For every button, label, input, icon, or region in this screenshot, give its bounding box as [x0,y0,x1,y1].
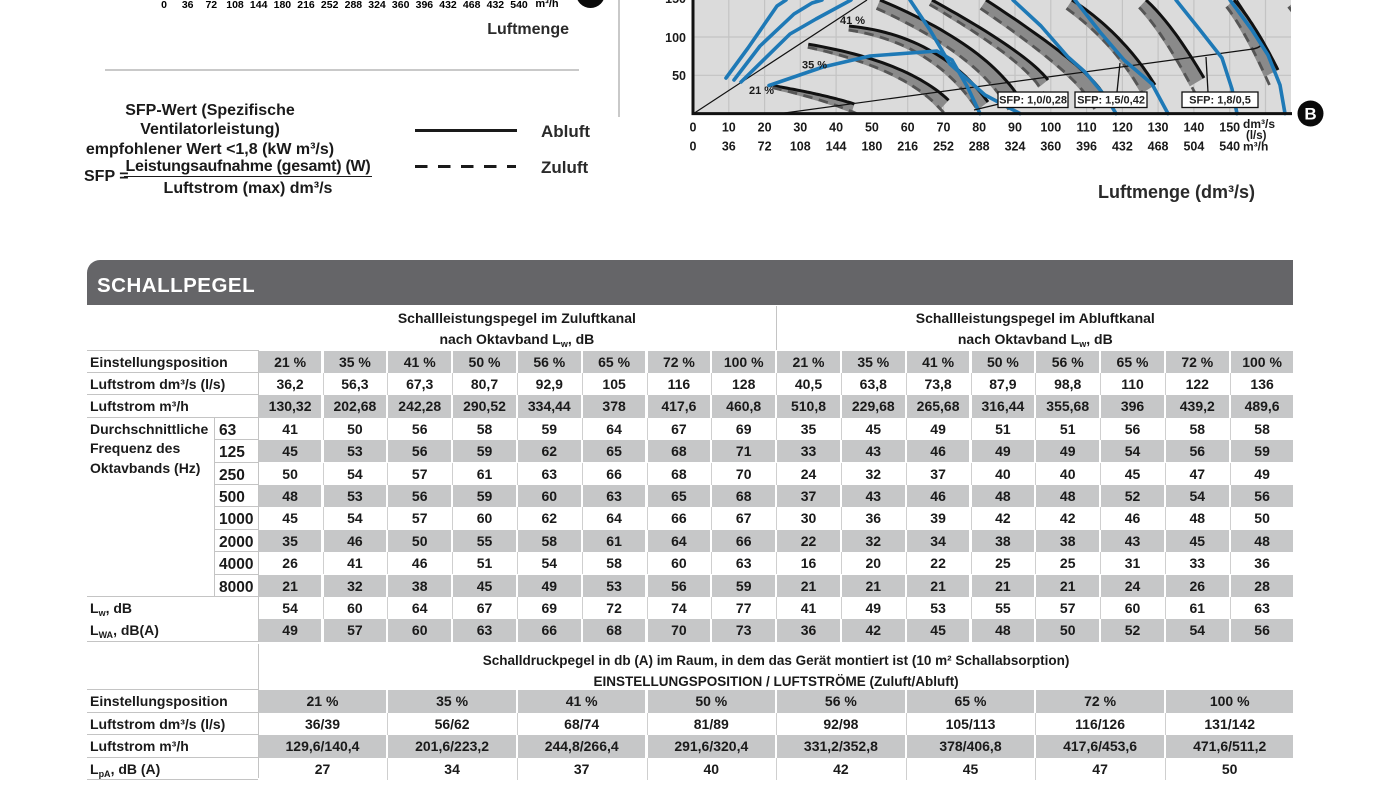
svg-text:90: 90 [1008,121,1022,135]
svg-text:144: 144 [826,140,847,154]
svg-text:35 %: 35 % [802,60,827,72]
svg-text:SFP: 1,8/0,5: SFP: 1,8/0,5 [1189,95,1251,107]
svg-text:50: 50 [672,69,686,83]
svg-text:396: 396 [1076,140,1097,154]
svg-text:(l/s): (l/s) [1246,130,1267,142]
svg-text:110: 110 [1077,121,1097,135]
svg-text:72: 72 [758,140,772,154]
svg-text:432: 432 [1112,140,1133,154]
svg-text:B: B [1304,105,1316,124]
svg-text:324: 324 [1005,140,1026,154]
svg-text:0: 0 [690,121,697,135]
svg-text:150: 150 [1219,121,1240,135]
svg-text:20: 20 [758,121,772,135]
svg-text:41 %: 41 % [840,15,865,27]
svg-text:40: 40 [829,121,843,135]
svg-text:100: 100 [665,31,686,45]
svg-text:252: 252 [933,140,954,154]
svg-text:10: 10 [722,121,736,135]
svg-text:60: 60 [901,121,915,135]
svg-text:216: 216 [897,140,918,154]
svg-text:80: 80 [972,121,986,135]
svg-text:468: 468 [1148,140,1169,154]
svg-text:0: 0 [690,140,697,154]
svg-text:140: 140 [1183,121,1204,135]
svg-text:360: 360 [1040,140,1061,154]
svg-text:m³/h: m³/h [1243,140,1268,154]
svg-text:540: 540 [1219,140,1240,154]
svg-text:SFP: 1,0/0,28: SFP: 1,0/0,28 [999,95,1067,107]
svg-text:dm³/s: dm³/s [1243,117,1275,131]
svg-text:288: 288 [969,140,990,154]
svg-text:21 %: 21 % [749,85,774,97]
svg-text:120: 120 [1112,121,1133,135]
svg-text:36: 36 [722,140,736,154]
svg-text:Luftmenge (dm³/s): Luftmenge (dm³/s) [1098,182,1255,202]
svg-text:50: 50 [865,121,879,135]
svg-text:100: 100 [1040,121,1061,135]
svg-text:108: 108 [790,140,811,154]
svg-text:SFP: 1,5/0,42: SFP: 1,5/0,42 [1077,95,1145,107]
svg-text:70: 70 [937,121,951,135]
svg-text:504: 504 [1183,140,1204,154]
svg-text:130: 130 [1148,121,1169,135]
svg-text:150: 150 [665,0,686,6]
svg-text:30: 30 [793,121,807,135]
svg-text:180: 180 [861,140,882,154]
